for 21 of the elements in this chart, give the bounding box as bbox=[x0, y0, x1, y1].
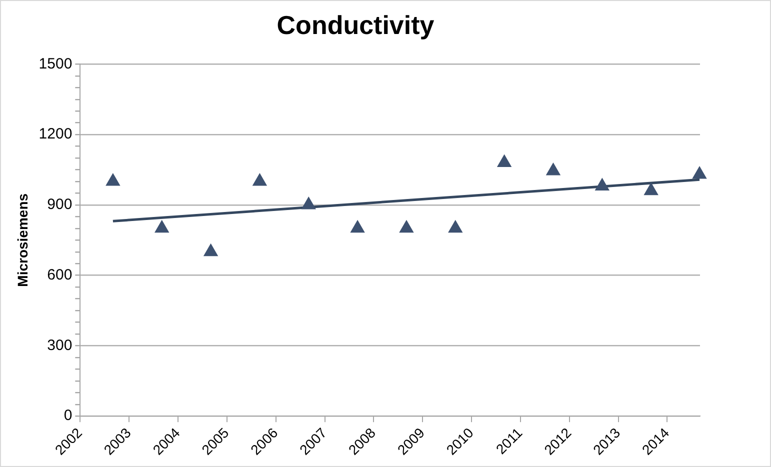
point bbox=[351, 221, 364, 233]
point bbox=[302, 198, 316, 210]
point bbox=[253, 174, 266, 186]
y-tick-label: 1200 bbox=[38, 126, 72, 143]
point bbox=[204, 244, 218, 256]
y-tick-label: 600 bbox=[47, 266, 72, 284]
y-tick-label: 1500 bbox=[38, 55, 72, 72]
y-axis-title: Microsiemens bbox=[14, 193, 30, 287]
y-tick-label: 0 bbox=[64, 407, 72, 424]
y-tick-label: 300 bbox=[47, 336, 72, 354]
point bbox=[596, 178, 609, 190]
point bbox=[155, 221, 168, 233]
point bbox=[448, 221, 462, 233]
point bbox=[106, 174, 120, 186]
point bbox=[693, 167, 706, 179]
y-tick-label: 900 bbox=[47, 196, 72, 214]
chart-title: Conductivity bbox=[276, 10, 435, 40]
point bbox=[644, 184, 658, 196]
point bbox=[498, 155, 511, 167]
point bbox=[546, 164, 560, 176]
point bbox=[400, 221, 413, 233]
